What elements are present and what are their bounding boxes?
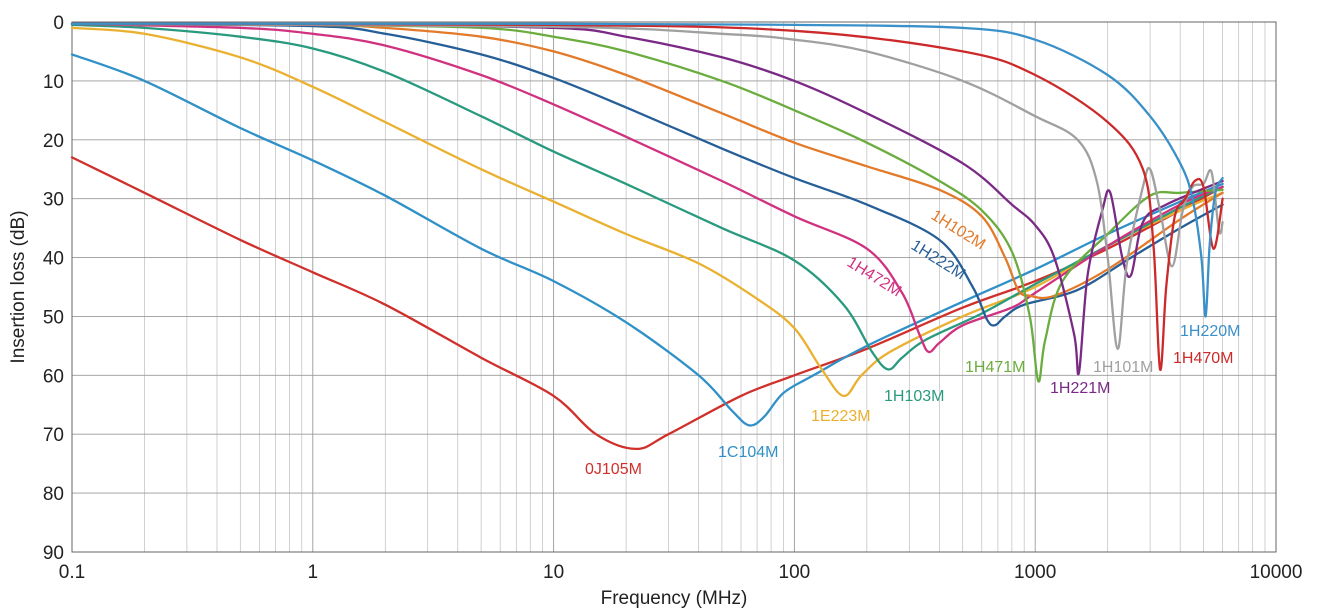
series-label-1h471m: 1H471M — [965, 359, 1025, 376]
series-label-1h220m: 1H220M — [1180, 323, 1240, 340]
y-tick-label: 20 — [43, 131, 64, 152]
series-line-1h470m — [70, 22, 1224, 371]
series-line-1h471m — [70, 22, 1224, 383]
x-tick-label: 1000 — [1014, 562, 1056, 583]
series-line-0j105m — [70, 156, 1224, 451]
series-lines — [70, 22, 1224, 451]
series-line-1h102m — [70, 22, 1224, 300]
series-line-1e223m — [70, 26, 1224, 398]
x-axis-title: Frequency (MHz) — [601, 588, 748, 609]
grid — [71, 21, 1277, 553]
x-tick-label: 10 — [543, 562, 564, 583]
series-labels: 0J105M 1C104M 1E223M 1H103M 1H472M 1H222M 1H10… — [585, 207, 1240, 478]
y-axis-ticks: 0 10 20 30 40 50 60 70 80 90 — [43, 13, 64, 564]
x-tick-label: 1 — [308, 562, 319, 583]
y-tick-label: 80 — [43, 484, 64, 505]
x-tick-label: 0.1 — [59, 562, 85, 583]
y-tick-label: 10 — [43, 72, 64, 93]
series-label-1c104m: 1C104M — [718, 444, 778, 461]
x-axis-ticks: 0.1 1 10 100 1000 10000 — [59, 562, 1303, 583]
series-label-1e223m: 1E223M — [811, 408, 871, 425]
x-tick-label: 100 — [779, 562, 811, 583]
y-tick-label: 90 — [43, 543, 64, 564]
y-tick-label: 70 — [43, 425, 64, 446]
y-axis-title: Insertion loss (dB) — [8, 210, 29, 363]
plot-frame — [71, 21, 1277, 553]
series-label-0j105m: 0J105M — [585, 461, 642, 478]
y-tick-label: 0 — [53, 13, 64, 34]
x-tick-label: 10000 — [1250, 562, 1303, 583]
y-tick-label: 30 — [43, 190, 64, 211]
series-line-1h220m — [70, 22, 1224, 318]
y-tick-label: 50 — [43, 307, 64, 328]
series-line-1h222m — [70, 22, 1224, 327]
series-label-1h222m: 1H222M — [908, 237, 968, 283]
series-line-1h472m — [70, 22, 1224, 354]
series-line-1h221m — [70, 22, 1224, 376]
y-tick-label: 40 — [43, 249, 64, 270]
series-label-1h101m: 1H101M — [1093, 359, 1153, 376]
series-label-1h221m: 1H221M — [1050, 380, 1110, 397]
series-label-1h472m: 1H472M — [844, 254, 904, 300]
series-label-1h103m: 1H103M — [884, 388, 944, 405]
series-line-1c104m — [70, 53, 1224, 427]
series-line-1h103m — [70, 23, 1224, 371]
series-label-1h470m: 1H470M — [1173, 350, 1233, 367]
series-line-1h101m — [70, 22, 1224, 350]
y-tick-label: 60 — [43, 366, 64, 387]
